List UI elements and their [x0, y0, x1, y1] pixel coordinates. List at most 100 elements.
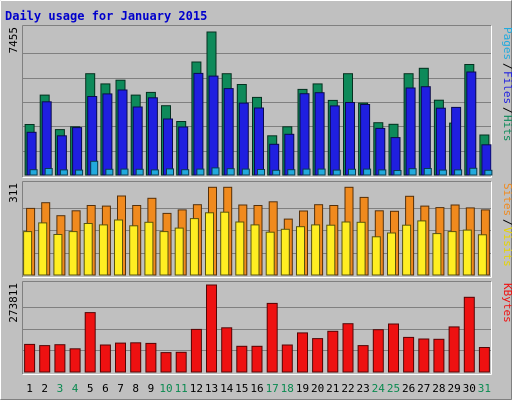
bar-pages-day-2 [44, 168, 53, 176]
bar-pages-day-18 [287, 169, 296, 176]
bar-files-day-24 [375, 127, 386, 176]
bar-kbytes-day-14 [221, 327, 233, 373]
bar-kbytes-day-19 [297, 332, 308, 373]
bar-kbytes-day-5 [84, 312, 96, 373]
legend-visits-sites: Sites /Visits [501, 183, 512, 267]
bar-sites-day-19 [296, 226, 305, 276]
bar-sites-day-16 [250, 224, 260, 276]
bar-sites-day-28 [432, 233, 442, 276]
x-tick-label-day-8: 8 [132, 382, 139, 395]
bar-sites-day-12 [189, 218, 199, 276]
bar-files-day-14 [223, 88, 234, 176]
bar-kbytes-day-30 [463, 296, 475, 373]
bar-sites-day-20 [311, 224, 321, 276]
bar-files-day-12 [193, 72, 204, 176]
bar-files-day-28 [435, 107, 446, 176]
bar-files-day-30 [466, 71, 477, 176]
bar-kbytes-day-9 [145, 342, 157, 373]
bar-kbytes-day-15 [236, 345, 248, 373]
bar-files-day-18 [284, 133, 295, 176]
x-tick-label-day-11: 11 [175, 382, 188, 395]
bar-kbytes-day-7 [115, 342, 126, 373]
legend-label-hits: Hits [501, 115, 512, 142]
legend-label-kbytes: KBytes [501, 283, 512, 323]
bar-pages-day-27 [423, 168, 432, 176]
bar-sites-day-24 [371, 236, 381, 276]
bar-kbytes-day-23 [357, 345, 369, 373]
x-tick-label-day-9: 9 [148, 382, 155, 395]
bar-pages-day-24 [378, 169, 387, 176]
x-tick-label-day-18: 18 [281, 382, 294, 395]
bar-sites-day-8 [129, 225, 139, 276]
bar-files-day-2 [41, 101, 52, 176]
bar-pages-day-21 [332, 169, 341, 176]
bar-pages-day-6 [105, 168, 114, 176]
bar-sites-day-1 [23, 231, 33, 276]
bar-kbytes-day-11 [175, 351, 187, 373]
bar-sites-day-9 [144, 221, 154, 276]
bar-pages-day-7 [120, 168, 129, 176]
bar-sites-day-11 [174, 227, 184, 276]
bar-pages-day-10 [166, 168, 174, 176]
bar-pages-day-1 [29, 169, 38, 176]
bar-files-day-25 [390, 137, 401, 176]
bar-files-day-8 [132, 106, 143, 176]
bar-sites-day-31 [477, 234, 487, 276]
bar-kbytes-day-26 [403, 336, 415, 373]
y-max-label: 273811 [7, 283, 20, 323]
bar-kbytes-day-24 [372, 329, 384, 373]
bar-pages-day-20 [317, 168, 326, 176]
bar-kbytes-day-27 [418, 338, 430, 373]
bar-pages-day-13 [211, 167, 220, 176]
bar-sites-day-22 [341, 221, 351, 276]
bar-pages-day-28 [438, 169, 447, 176]
legend-label-sites: Sites [501, 183, 512, 216]
bar-pages-day-26 [408, 168, 417, 176]
bar-files-day-21 [329, 105, 340, 176]
bar-sites-day-13 [205, 212, 214, 276]
bar-pages-day-22 [348, 168, 356, 176]
bar-files-day-19 [299, 93, 310, 176]
x-tick-label-day-20: 20 [311, 382, 324, 395]
bar-sites-day-5 [83, 223, 93, 276]
bar-kbytes-day-12 [190, 328, 202, 373]
panel-visits-sites: 311 Sites /Visits [7, 181, 512, 278]
bar-kbytes-day-28 [433, 338, 445, 373]
legend-label-visits: Visits [501, 227, 512, 267]
bar-sites-day-17 [265, 231, 275, 276]
bar-pages-day-14 [226, 168, 235, 176]
bar-sites-day-18 [280, 228, 290, 276]
chart-title: Daily usage for January 2015 [5, 9, 207, 23]
bar-sites-day-2 [38, 222, 48, 276]
x-tick-label-day-26: 26 [402, 382, 415, 395]
bar-kbytes-day-3 [54, 344, 66, 373]
bar-kbytes-day-22 [342, 323, 354, 373]
bar-files-day-7 [117, 89, 128, 176]
bar-files-day-6 [102, 93, 113, 176]
x-tick-label-day-14: 14 [220, 382, 234, 395]
bar-pages-day-5 [90, 160, 99, 176]
legend-label-pages: Pages [501, 27, 512, 60]
bar-sites-day-4 [68, 231, 78, 276]
bar-kbytes-day-18 [281, 344, 293, 373]
bar-sites-day-3 [53, 234, 63, 276]
bar-kbytes-day-13 [206, 284, 217, 373]
bar-files-day-10 [163, 118, 173, 176]
bar-pages-day-3 [59, 169, 68, 176]
bar-kbytes-day-10 [160, 352, 172, 373]
bar-sites-day-14 [220, 211, 230, 276]
bar-kbytes-day-8 [130, 342, 142, 373]
bar-sites-day-10 [159, 231, 169, 276]
bar-pages-day-23 [363, 168, 372, 176]
legend-kbytes: KBytes [501, 283, 512, 323]
x-tick-label-day-29: 29 [447, 382, 460, 395]
bar-pages-day-12 [196, 168, 205, 176]
bar-sites-day-30 [462, 229, 472, 276]
legend-label-files: Files [501, 71, 512, 104]
bar-kbytes-day-25 [388, 323, 399, 373]
x-tick-label-day-7: 7 [117, 382, 124, 395]
legend-separator: / [501, 63, 512, 70]
bar-files-day-1 [26, 131, 37, 176]
